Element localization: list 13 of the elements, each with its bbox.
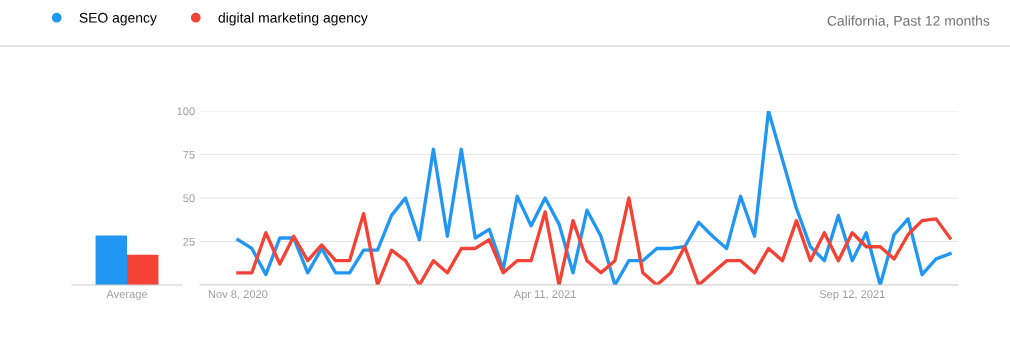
- y-tick-label: 100: [177, 107, 195, 116]
- x-tick-label: Apr 11, 2021: [513, 290, 576, 301]
- legend-label: digital marketing agency: [218, 12, 368, 26]
- x-tick-label: Sep 12, 2021: [819, 290, 885, 301]
- y-tick-label: 75: [183, 150, 195, 159]
- x-tick-label: Nov 8, 2020: [208, 290, 268, 300]
- chart-subtitle: California, Past 12 months: [827, 15, 990, 28]
- y-tick-label: 25: [183, 237, 195, 246]
- y-tick-label: 50: [183, 194, 195, 203]
- line-series: [236, 196, 952, 285]
- legend-label: SEO agency: [79, 12, 157, 26]
- x-tick-label: Average: [106, 290, 148, 301]
- line-series: [236, 111, 952, 285]
